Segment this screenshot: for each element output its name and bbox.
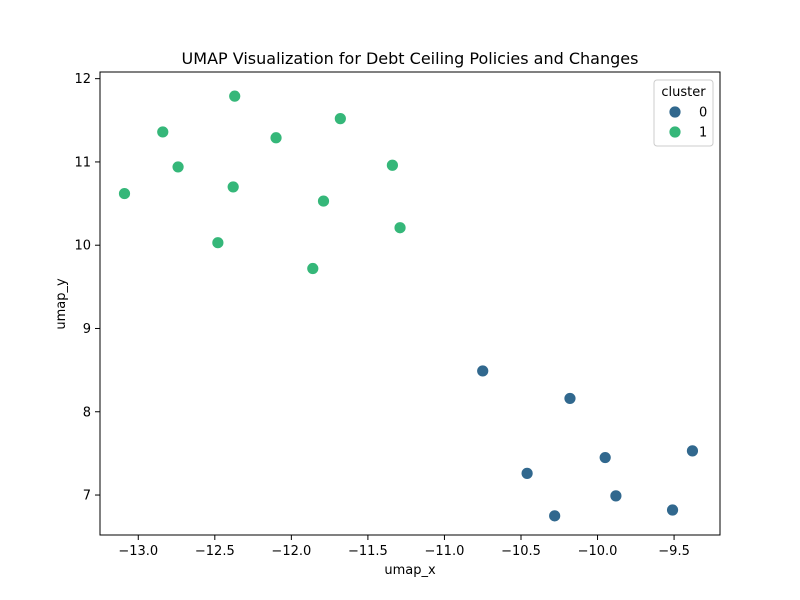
y-tick-label: 7 [83,489,91,504]
y-tick-label: 11 [74,155,91,170]
data-point-cluster-1 [385,158,399,172]
data-point-cluster-0 [520,466,534,480]
data-point-cluster-1 [393,221,407,235]
y-tick-label: 8 [83,405,91,420]
plot-frame [99,71,721,536]
x-tick-label: −12.0 [271,544,311,559]
x-tick-label: −9.5 [658,544,690,559]
data-point-cluster-0 [598,451,612,464]
data-point-cluster-1 [317,194,330,208]
axes: −13.0 −12.5 −12.0 −11.5 −11.0 −10.5 −10.0 −9.5 7… [74,71,721,559]
legend-label-1: 1 [699,126,707,141]
legend: cluster 0 1 [653,79,714,147]
legend-marker-1 [668,125,682,139]
legend-title: cluster [661,85,706,100]
data-point-cluster-1 [171,160,185,174]
data-point-cluster-1 [211,236,225,250]
data-point-cluster-0 [686,444,699,458]
x-axis-title: umap_x [384,563,436,578]
x-tick-label: −10.5 [501,544,541,559]
data-point-cluster-0 [666,503,679,517]
data-point-cluster-1 [306,262,320,275]
data-point-cluster-1 [269,131,283,145]
data-point-cluster-1 [118,187,131,200]
y-axis-title: umap_y [54,278,69,330]
y-tick-label: 10 [74,239,91,254]
x-tick-label: −11.0 [425,544,465,559]
data-point-cluster-1 [333,112,347,126]
x-tick-label: −13.0 [118,544,158,559]
legend-box [653,79,714,147]
y-tick-label: 12 [74,72,91,87]
data-point-cluster-0 [548,509,562,523]
data-point-cluster-0 [563,392,577,405]
data-point-cluster-0 [476,364,490,378]
legend-marker-0 [668,105,682,119]
data-point-cluster-1 [228,89,242,103]
data-point-cluster-1 [226,180,240,194]
y-tick-label: 9 [83,322,91,337]
chart-title: UMAP Visualization for Debt Ceiling Poli… [182,49,639,68]
x-tick-label: −12.5 [195,544,235,559]
data-point-cluster-0 [609,489,623,503]
data-point-cluster-1 [156,125,170,139]
legend-label-0: 0 [699,106,707,121]
x-tick-label: −10.0 [578,544,618,559]
x-tick-label: −11.5 [348,544,388,559]
plot-area [118,89,699,523]
